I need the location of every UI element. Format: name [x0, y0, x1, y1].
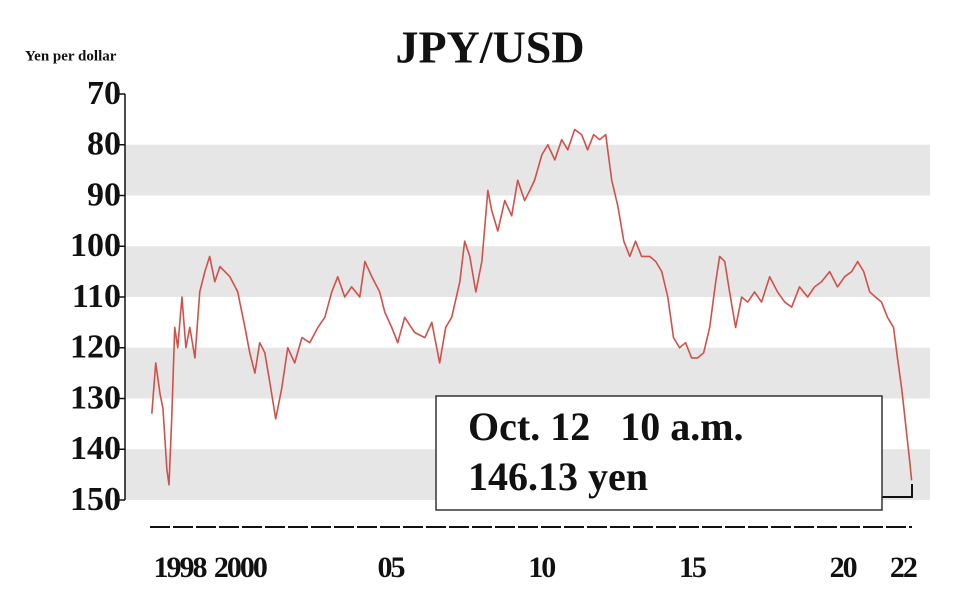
y-tick-label: 110	[72, 278, 121, 315]
x-tick-label: 2000	[214, 551, 267, 584]
x-tick-label: 15	[679, 551, 706, 584]
annotation-line: Oct. 12 10 a.m.	[468, 404, 744, 449]
band	[125, 347, 930, 399]
y-tick-label: 140	[70, 430, 121, 467]
y-tick-label: 90	[87, 176, 121, 213]
y-axis-label: Yen per dollar	[25, 48, 117, 64]
x-tick-label: 10	[528, 551, 555, 584]
band	[125, 144, 930, 196]
y-tick-label: 120	[70, 329, 121, 366]
annotation-box	[435, 395, 883, 511]
band	[125, 246, 930, 297]
annotation-pointer	[882, 484, 913, 498]
y-tick-label: 70	[87, 75, 121, 112]
y-tick-label: 130	[70, 379, 121, 416]
plot	[151, 128, 913, 486]
y-tick-label: 80	[87, 126, 121, 163]
data-line	[151, 128, 913, 486]
y-tick-label: 100	[70, 227, 121, 264]
x-tick-label: 20	[830, 551, 857, 584]
y-tick-label: 150	[70, 481, 121, 518]
annotation-line: 146.13 yen	[468, 454, 648, 499]
x-tick-label: 22	[890, 551, 917, 584]
x-tick-label: 1998	[154, 551, 207, 584]
x-tick-label: 05	[378, 551, 405, 584]
chart-title: JPY/USD	[395, 22, 584, 73]
